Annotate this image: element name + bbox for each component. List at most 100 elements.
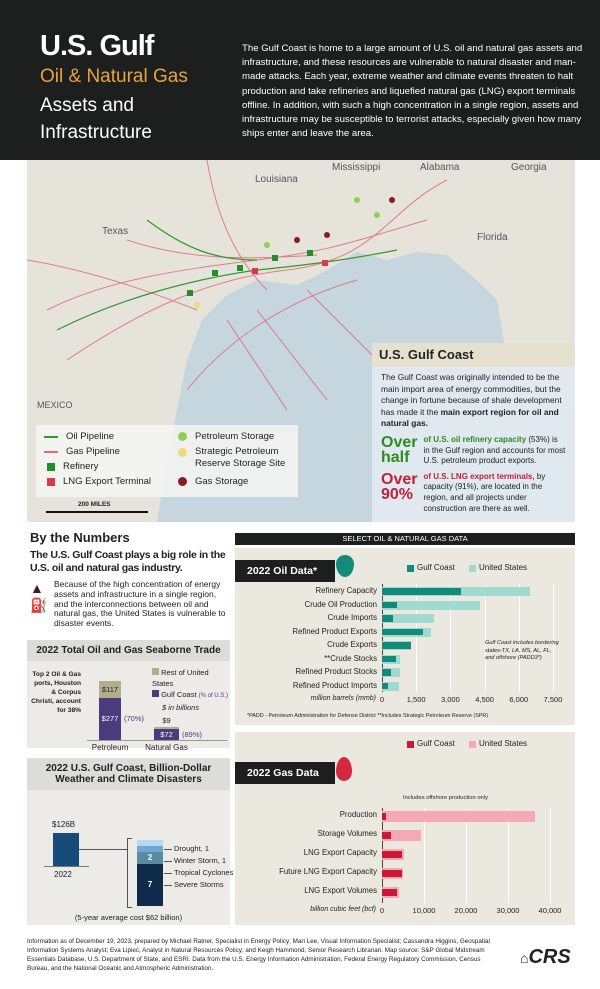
category-label: Natural Gas	[145, 743, 188, 752]
title-line-2: Oil & Natural Gas	[40, 66, 188, 87]
category-label: Petroleum	[91, 743, 129, 752]
legend-lng: LNG Export Terminal	[47, 476, 151, 487]
capitol-icon: ⌂	[520, 950, 529, 966]
label-texas: Texas	[102, 226, 129, 237]
cost-bar	[53, 833, 79, 866]
bar-gulf-coast	[99, 698, 121, 740]
legend-gulf-label: Gulf Coast	[417, 563, 455, 572]
footer-credits: Information as of December 19, 2023, pre…	[27, 938, 490, 972]
tick-label: 30,000	[496, 906, 520, 915]
stat-rest: (53%) is in the Gulf region and accounts…	[423, 434, 566, 466]
callout-body: The Gulf Coast was originally intended t…	[381, 372, 566, 430]
logo-text: CRS	[528, 946, 571, 968]
intro-text: The Gulf Coast is home to a large amount…	[242, 43, 583, 140]
category-label: Future LNG Export Capacity	[279, 867, 377, 876]
title-line-1: U.S. Gulf	[40, 30, 154, 62]
bar-gulf-coast	[382, 655, 396, 663]
refinery-square-icon	[47, 462, 55, 471]
tick-label: 6,000	[509, 695, 529, 704]
legend-pet-storage: Petroleum Storage	[178, 431, 274, 442]
section-title: By the Numbers	[30, 530, 130, 545]
category-label: Crude Exports	[327, 640, 377, 649]
disaster-segment: 2	[137, 852, 163, 864]
ports-note: Top 2 Oil & Gas ports, Houston & Corpus …	[31, 671, 81, 714]
segment-label: Severe Storms	[174, 880, 224, 889]
disaster-stack: 7 Severe Storms 2 Tropical Cyclones Winter S…	[137, 840, 233, 906]
segment-connector	[164, 873, 172, 874]
label-louisiana: Louisiana	[255, 174, 298, 185]
oil-chart: Gulf Coast United States 0 1,500 3,000 4,500 6…	[235, 548, 575, 725]
legend-spr: Strategic Petroleum Reserve Storage Site	[178, 446, 296, 470]
rest-value-label: $117	[101, 684, 119, 694]
label-alabama: Alabama	[420, 162, 460, 173]
panel-title: 2022 U.S. Gulf Coast, Billion-Dollar Wea…	[27, 758, 230, 790]
flame-icon	[336, 757, 352, 781]
gulf-value-label: $277	[101, 714, 119, 724]
gridline	[450, 584, 452, 692]
map-legend: Oil Pipeline Gas Pipeline Refinery LNG E…	[36, 425, 298, 497]
tick-label: 0	[379, 695, 385, 704]
gridline	[550, 808, 551, 903]
legend-gas-pipeline: Gas Pipeline	[44, 446, 120, 457]
bar-gulf-coast	[382, 812, 386, 821]
legend-us	[469, 565, 476, 572]
category-label: LNG Export Capacity	[303, 848, 377, 857]
legend-gulf	[407, 565, 414, 572]
stat-refinery: Over half of U.S. oil refinery capacity (…	[381, 435, 566, 467]
seaborne-chart: $277 $117 (70%) Petroleum $72 $9 (89%) Natural …	[27, 640, 230, 752]
baseline	[44, 866, 89, 867]
tick-label: 20,000	[454, 906, 478, 915]
segment-label: Drought, 1	[174, 844, 210, 853]
category-label: Storage Volumes	[317, 829, 377, 838]
disaster-segment: 7	[137, 864, 163, 906]
bar-rest-of-us	[99, 680, 121, 699]
bar-rest-of-us	[154, 727, 179, 730]
legend-label: Oil Pipeline	[66, 431, 115, 442]
oil-drop-icon	[336, 555, 354, 577]
gas-panel: 2022 Gas Data Gulf Coast United States 0 10…	[235, 732, 575, 925]
rest-value-label: $9	[162, 716, 171, 726]
label-florida: Florida	[477, 232, 508, 243]
bar-united-states	[382, 681, 400, 691]
seaborne-legend: Rest of United States Gulf Coast (% of U…	[152, 667, 230, 713]
oil-note: Gulf Coast includes bordering states-TX,…	[485, 640, 559, 661]
legend-us-label: United States	[479, 563, 528, 572]
bar-gulf-coast	[382, 628, 423, 636]
segment-connector	[164, 849, 172, 850]
axis-line	[382, 584, 383, 692]
label-georgia: Georgia	[511, 162, 547, 173]
bar-united-states	[382, 614, 434, 623]
callout-body-b: main export region for oil and natural g…	[381, 406, 559, 429]
pct-label: (89%)	[182, 730, 203, 739]
bar-gulf-coast	[382, 588, 461, 595]
baseline	[87, 740, 227, 741]
tick-label: 40,000	[538, 906, 562, 915]
scale-bar	[46, 511, 148, 513]
category-label: **Crude Stocks	[324, 653, 377, 663]
stat-lead: of U.S. LNG export terminals,	[423, 471, 535, 481]
category-label: Crude Imports	[327, 613, 377, 622]
bar-gulf-coast	[154, 729, 179, 740]
bar-united-states	[382, 811, 535, 822]
legend-gulf: Gulf Coast	[161, 690, 197, 699]
legend-us-label: United States	[479, 739, 528, 748]
bar-gulf-coast	[382, 869, 403, 878]
gas-title: 2022 Gas Data	[235, 762, 335, 784]
tick-label: 1,500	[406, 695, 426, 704]
gulf-value-label: $72	[160, 730, 173, 739]
lng-square-icon	[47, 477, 55, 486]
category-label: Crude Oil Production	[304, 599, 377, 609]
year-label: 2022	[54, 870, 72, 879]
title-line-3b: Infrastructure	[40, 122, 152, 143]
legend-label: LNG Export Terminal	[63, 476, 151, 487]
stat-big: Over 90%	[381, 470, 418, 503]
segment-label: Winter Storm, 1	[174, 856, 227, 865]
bar-gulf-coast	[382, 831, 391, 840]
stat-lead: of U.S. oil refinery capacity	[423, 434, 527, 444]
legend-label: Petroleum Storage	[195, 431, 275, 442]
facility-markers	[187, 197, 395, 308]
units-label: $ in billions	[162, 703, 200, 712]
seaborne-panel: 2022 Total Oil and Gas Seaborne Trade To…	[27, 640, 230, 752]
legend-label: Strategic Petroleum Reserve Storage Site	[195, 446, 286, 469]
legend-gulf	[407, 741, 414, 748]
